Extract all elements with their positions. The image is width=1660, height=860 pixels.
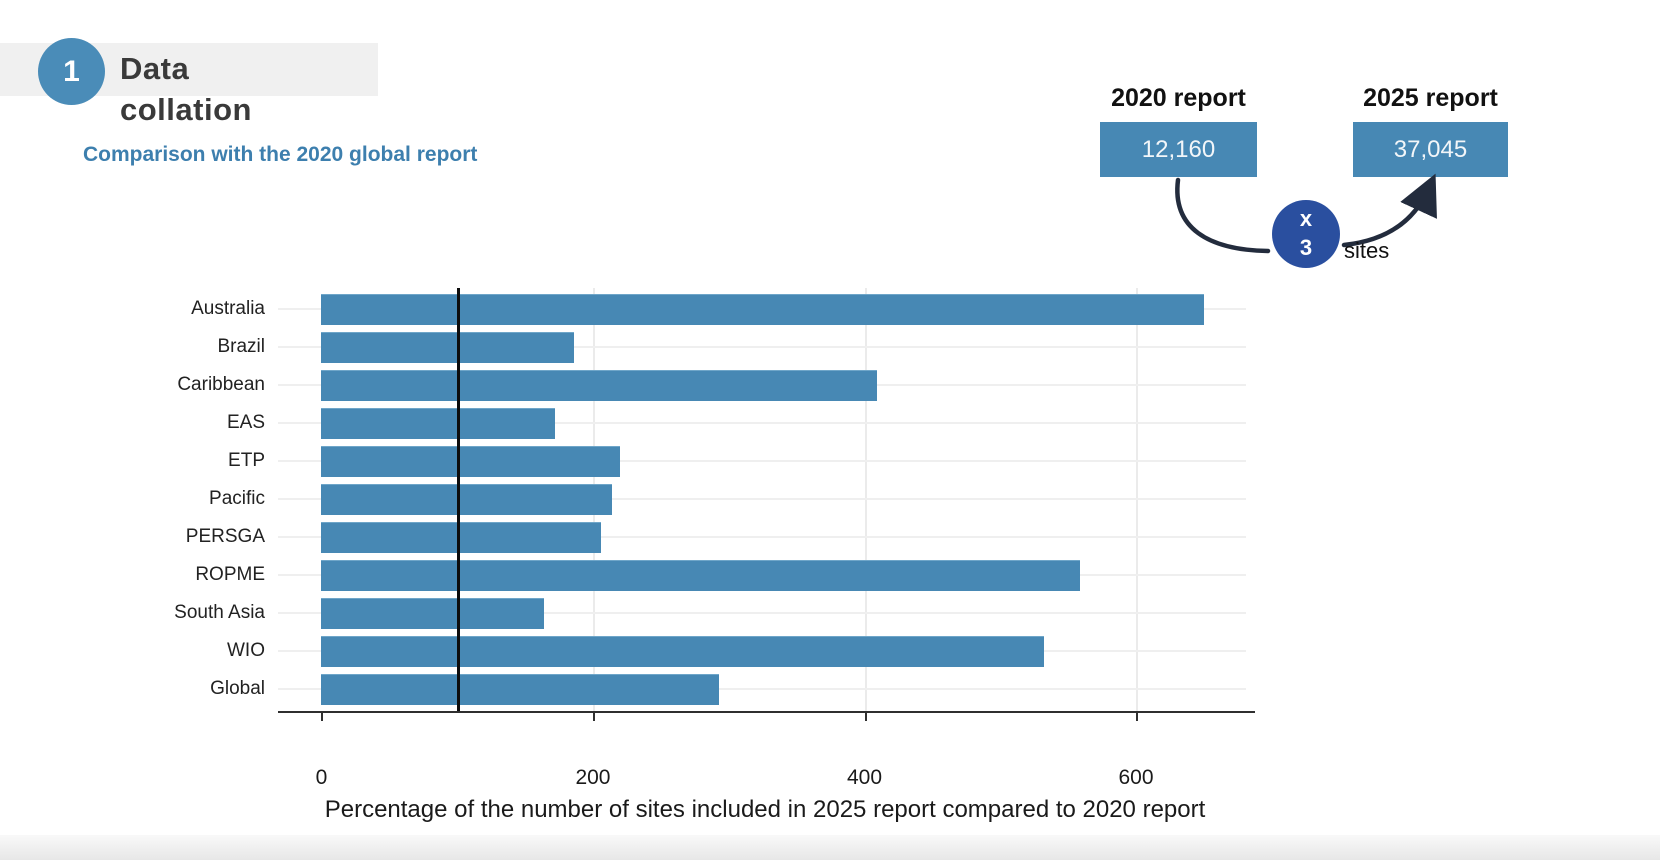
bar-eas xyxy=(321,408,555,439)
row-gridline xyxy=(278,612,1246,614)
x-tick-600 xyxy=(1136,713,1139,721)
row-gridline xyxy=(278,536,1246,538)
report-2025-value-box: 37,045 xyxy=(1353,122,1508,177)
sites-label: sites xyxy=(1344,238,1390,263)
bar-south-asia xyxy=(321,598,545,629)
category-label-global: Global xyxy=(210,678,265,699)
x-axis-title: Percentage of the number of sites includ… xyxy=(324,796,1206,823)
category-label-etp: ETP xyxy=(228,450,265,471)
growth-arrow xyxy=(1175,173,1437,254)
reference-line-100 xyxy=(457,288,460,711)
bar-pacific xyxy=(321,484,612,515)
step-number-badge: 1 xyxy=(38,38,105,105)
report-2020-label: 2020 report xyxy=(1111,84,1246,112)
report-2025-value: 37,045 xyxy=(1393,135,1468,163)
x-tick-label-400: 400 xyxy=(846,766,883,789)
step-number: 1 xyxy=(63,54,80,88)
multiplier-badge: x 3 xyxy=(1272,200,1340,268)
x-tick-0 xyxy=(321,713,324,721)
category-label-wio: WIO xyxy=(227,640,265,661)
x-tick-label-0: 0 xyxy=(315,766,328,789)
multiplier-x: x xyxy=(1299,206,1313,232)
row-gridline xyxy=(278,498,1246,500)
page-title: Data collation xyxy=(120,51,252,127)
x-tick-label-200: 200 xyxy=(575,766,611,789)
multiplier-value: 3 xyxy=(1299,235,1313,260)
x-tick-200 xyxy=(592,713,595,721)
category-label-south-asia: South Asia xyxy=(174,602,265,623)
bar-etp xyxy=(321,446,621,477)
x-axis-line xyxy=(278,711,1255,713)
report-2020-value-box: 12,160 xyxy=(1100,122,1257,177)
bar-caribbean xyxy=(321,370,877,401)
chart-plot-area xyxy=(278,288,1246,711)
category-label-brazil: Brazil xyxy=(217,336,265,357)
row-gridline xyxy=(278,346,1246,348)
category-label-caribbean: Caribbean xyxy=(177,374,265,395)
category-label-pacific: Pacific xyxy=(209,488,265,509)
bar-brazil xyxy=(321,332,574,363)
row-gridline xyxy=(278,422,1246,424)
category-label-ropme: ROPME xyxy=(195,564,265,585)
bottom-band xyxy=(0,835,1660,860)
bar-australia xyxy=(321,294,1204,325)
bar-wio xyxy=(321,636,1044,667)
x-tick-label-600: 600 xyxy=(1118,766,1154,789)
category-label-australia: Australia xyxy=(191,298,265,319)
chart-category-labels: Australia Brazil Caribbean EAS ETP Pacific PER… xyxy=(0,288,265,711)
bar-persga xyxy=(321,522,602,553)
category-label-persga: PERSGA xyxy=(185,526,265,547)
bar-ropme xyxy=(321,560,1081,591)
page-subtitle: Comparison with the 2020 global report xyxy=(83,143,478,166)
row-gridline xyxy=(278,460,1246,462)
report-2020-value: 12,160 xyxy=(1141,135,1216,163)
bar-global xyxy=(321,674,720,705)
report-2025-label: 2025 report xyxy=(1363,84,1498,112)
category-label-eas: EAS xyxy=(226,412,265,433)
row-gridline xyxy=(278,688,1246,690)
x-tick-400 xyxy=(864,713,867,721)
